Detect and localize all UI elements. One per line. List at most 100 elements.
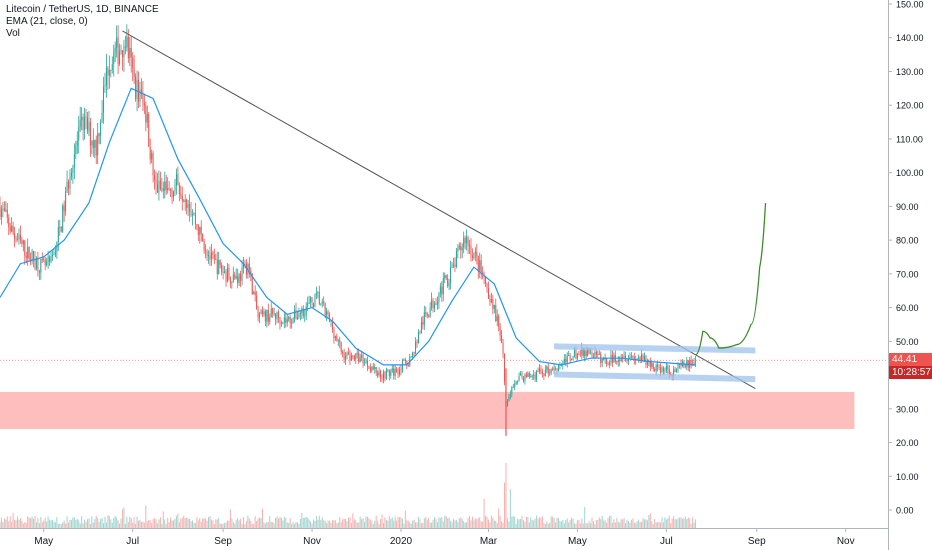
volume-bar (547, 523, 549, 528)
volume-bar (269, 515, 271, 528)
candle-body (393, 368, 395, 376)
candle-body (76, 140, 78, 146)
candle-body (85, 116, 87, 118)
volume-bar (512, 516, 514, 528)
volume-bar (345, 518, 347, 528)
volume-bar (65, 523, 67, 528)
candle-body (423, 312, 425, 325)
candle-body (471, 255, 473, 258)
volume-bar (22, 523, 24, 528)
candle-body (143, 102, 145, 107)
candle-body (98, 133, 100, 137)
candle-body (627, 358, 629, 362)
volume-bar (350, 522, 352, 528)
candle-body (242, 262, 245, 268)
candle-body (509, 394, 511, 397)
support-zone-layer (0, 391, 855, 430)
candle-body (378, 370, 380, 376)
candle-body (155, 179, 157, 185)
candle-body (388, 370, 390, 376)
volume-bar (438, 517, 440, 528)
candle-body (432, 299, 434, 308)
time-tick-label: May (34, 536, 53, 547)
volume-bar (330, 522, 332, 528)
volume-bar (50, 520, 52, 528)
volume-bar (92, 522, 94, 528)
volume-bar (681, 518, 683, 528)
candle-body (307, 303, 309, 306)
volume-bar (496, 523, 498, 528)
volume-bar (353, 519, 355, 528)
candle-body (145, 106, 147, 123)
volume-bar (155, 519, 157, 528)
candle-body (218, 260, 220, 275)
candle-body (591, 352, 593, 357)
candle-body (259, 314, 261, 318)
candle-body (53, 254, 55, 256)
candle-body (420, 321, 422, 334)
candle-body (215, 258, 217, 260)
candle-body (241, 267, 243, 281)
candle-body (260, 310, 262, 315)
candle-body (387, 370, 389, 371)
volume-bar (384, 517, 386, 528)
candle-body (191, 213, 193, 216)
volume-bar (436, 522, 438, 528)
volume-bar (312, 519, 315, 528)
candle-body (486, 283, 488, 289)
volume-bar (457, 522, 459, 528)
volume-bar (256, 521, 258, 528)
price-tick-label: 90.00 (896, 202, 919, 212)
ema-label[interactable]: EMA (21, close, 0) (6, 16, 88, 27)
time-axis[interactable]: May Jul Sep Nov 2020 Mar May Jul Sep Nov (0, 528, 888, 547)
candle-body (677, 364, 679, 370)
candle-body (506, 401, 508, 407)
volume-bar (595, 520, 597, 528)
candle-body (212, 252, 214, 255)
volume-bar (310, 521, 312, 528)
candle-body (557, 365, 559, 371)
volume-bar (339, 517, 341, 528)
volume-bar (14, 519, 16, 528)
volume-bar (555, 522, 557, 528)
volume-bar (514, 516, 516, 528)
candle-body (24, 240, 26, 256)
volume-bar (342, 519, 344, 528)
candle-body (416, 341, 418, 344)
volume-bar (477, 518, 479, 528)
volume-bar (54, 522, 56, 528)
candle-body (496, 316, 498, 322)
volume-label[interactable]: Vol (6, 28, 20, 39)
candle-body (142, 94, 144, 103)
volume-bar (355, 520, 357, 528)
candle-body (477, 256, 479, 271)
candle-body (438, 293, 440, 303)
candle-body (489, 298, 491, 303)
volume-bar (425, 516, 427, 528)
candle-body (264, 311, 266, 322)
candle-body (592, 356, 594, 359)
candle-body (34, 259, 36, 269)
candle-body (501, 335, 503, 343)
volume-bar (480, 521, 482, 528)
candle-body (396, 369, 398, 373)
candle-body (391, 368, 393, 372)
candle-body (3, 208, 5, 212)
candle-body (340, 342, 342, 352)
candle-body (342, 351, 344, 354)
volume-bar (623, 517, 625, 528)
volume-bar (261, 508, 263, 528)
candle-body (610, 354, 612, 364)
volume-bar (493, 520, 495, 528)
symbol-label[interactable]: Litecoin / TetherUS, 1D, BINANCE (6, 4, 159, 15)
volume-bar (6, 516, 8, 528)
price-axis[interactable]: 150.00 140.00 130.00 120.00 110.00 100.00 90.0… (888, 0, 932, 550)
volume-bar (358, 522, 360, 528)
volume-bar (244, 523, 246, 528)
candle-body (490, 299, 492, 303)
volume-bar (117, 520, 119, 528)
candle-body (527, 373, 529, 377)
candle-body (320, 303, 322, 305)
candle-body (35, 258, 37, 269)
